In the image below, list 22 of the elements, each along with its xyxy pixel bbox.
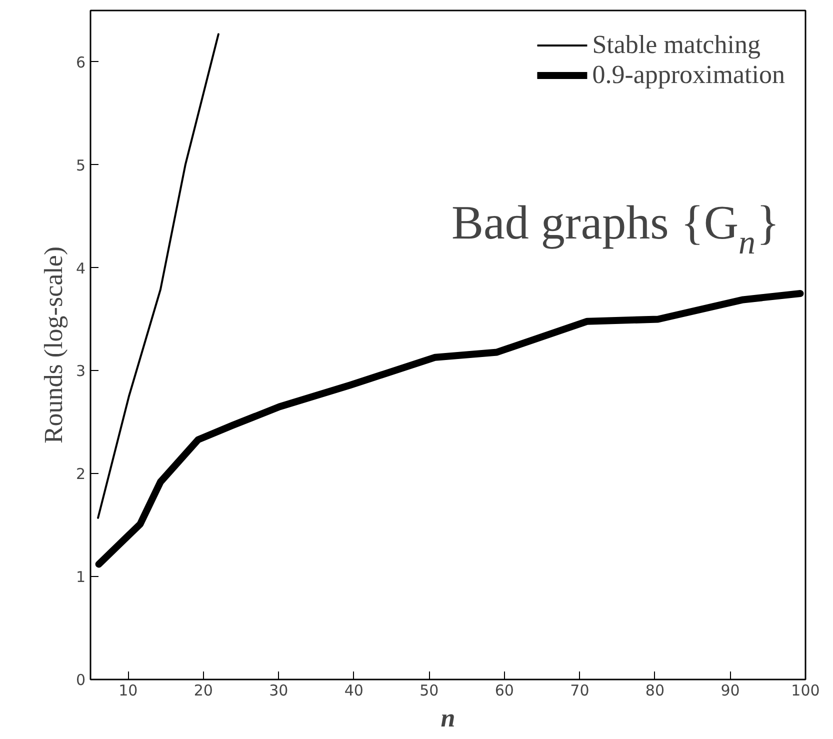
legend-label: Stable matching bbox=[592, 30, 760, 60]
y-tick-label: 6 bbox=[76, 53, 86, 72]
x-tick-label: 100 bbox=[791, 682, 820, 700]
x-tick-label: 90 bbox=[720, 682, 740, 700]
x-axis-title: n bbox=[440, 704, 456, 732]
y-tick-label: 2 bbox=[76, 465, 86, 484]
y-tick-label: 0 bbox=[76, 671, 86, 689]
x-tick-label: 20 bbox=[194, 682, 213, 700]
line-series bbox=[97, 33, 220, 519]
x-tick-label: 10 bbox=[118, 682, 138, 700]
y-tick-label: 3 bbox=[76, 362, 86, 380]
x-tick-label: 40 bbox=[344, 682, 364, 700]
y-tick-label: 1 bbox=[76, 568, 86, 586]
x-tick-label: 30 bbox=[269, 682, 288, 700]
x-tick-label: 80 bbox=[645, 682, 665, 700]
y-axis-title: Rounds (log-scale) bbox=[38, 246, 68, 444]
x-tick-label: 60 bbox=[494, 682, 514, 700]
y-tick-label: 4 bbox=[76, 259, 86, 278]
y-tick-label: 5 bbox=[76, 156, 86, 174]
x-tick-label: 70 bbox=[570, 682, 590, 700]
legend-label: 0.9-approximation bbox=[592, 60, 785, 90]
x-tick-label: 50 bbox=[420, 682, 439, 700]
